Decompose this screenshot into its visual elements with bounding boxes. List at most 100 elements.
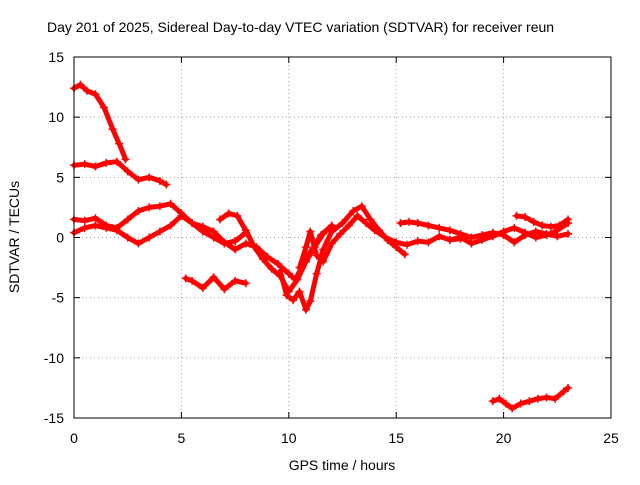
data-point — [533, 394, 542, 403]
data-point — [336, 229, 345, 238]
data-point — [516, 399, 525, 408]
data-point — [478, 235, 487, 244]
data-point — [467, 239, 476, 248]
data-point — [123, 215, 132, 224]
data-point — [510, 238, 519, 247]
data-point — [301, 243, 310, 252]
data-point — [538, 221, 547, 230]
data-point — [366, 215, 375, 224]
data-point — [338, 219, 347, 228]
data-point — [312, 269, 321, 278]
data-point — [155, 227, 164, 236]
data-point — [102, 223, 111, 232]
data-point — [424, 221, 433, 230]
data-point — [108, 125, 117, 134]
data-point — [188, 219, 197, 228]
data-point — [301, 305, 310, 314]
data-point — [231, 245, 240, 254]
data-point — [166, 199, 175, 208]
data-point — [241, 226, 250, 235]
data-point — [319, 229, 328, 238]
data-point — [370, 226, 379, 235]
series-arc-12 — [488, 383, 573, 413]
chart-title: Day 201 of 2025, Sidereal Day-to-day VTE… — [47, 19, 554, 35]
series-line — [71, 82, 129, 162]
data-point — [216, 215, 225, 224]
data-point — [233, 211, 242, 220]
series-arc-9 — [396, 217, 573, 247]
data-point — [362, 219, 371, 228]
y-tick-label: 0 — [56, 230, 64, 246]
data-point — [177, 211, 186, 220]
data-point — [166, 221, 175, 230]
y-tick-label: 10 — [48, 109, 64, 125]
series-arc-11 — [512, 211, 573, 231]
data-point — [551, 394, 560, 403]
data-point — [80, 160, 89, 169]
data-point — [82, 86, 91, 95]
data-point — [529, 217, 538, 226]
data-point — [381, 233, 390, 242]
data-point — [295, 263, 304, 272]
ticks: 0 5 10 15 20 25 -15 -10 -5 0 5 10 15 — [44, 49, 619, 446]
data-point — [312, 251, 321, 260]
data-point — [435, 232, 444, 241]
data-point — [145, 203, 154, 212]
data-point — [327, 239, 336, 248]
data-point — [400, 250, 409, 259]
data-point — [276, 267, 285, 276]
data-point — [102, 158, 111, 167]
data-point — [488, 232, 497, 241]
data-point — [198, 284, 207, 293]
data-point — [115, 139, 124, 148]
data-point — [344, 221, 353, 230]
data-point — [209, 227, 218, 236]
y-tick-label: -10 — [44, 350, 64, 366]
data-point — [162, 180, 171, 189]
data-point — [564, 215, 573, 224]
data-point — [392, 238, 401, 247]
y-tick-label: -5 — [52, 290, 65, 306]
data-point — [220, 285, 229, 294]
x-tick-label: 20 — [496, 430, 512, 446]
series-line — [447, 220, 571, 246]
data-point — [155, 176, 164, 185]
data-point — [319, 245, 328, 254]
data-point — [353, 211, 362, 220]
series-arc-7 — [276, 202, 409, 314]
data-point — [495, 394, 504, 403]
x-tick-label: 0 — [70, 430, 78, 446]
data-point — [91, 90, 100, 99]
data-point — [231, 276, 240, 285]
data-point — [76, 80, 85, 89]
data-point — [531, 233, 540, 242]
x-tick-label: 15 — [388, 430, 404, 446]
data-point — [413, 237, 422, 246]
x-tick-label: 10 — [281, 430, 297, 446]
data-point — [510, 223, 519, 232]
data-point — [209, 273, 218, 282]
series-arc-1 — [70, 80, 130, 164]
y-tick-label: -15 — [44, 410, 64, 426]
data-point — [405, 217, 414, 226]
data-point — [284, 269, 293, 278]
series-line — [71, 213, 335, 283]
data-point — [250, 243, 259, 252]
data-point — [100, 103, 109, 112]
data-point — [155, 202, 164, 211]
data-point — [80, 216, 89, 225]
data-point — [145, 173, 154, 182]
data-point — [564, 229, 573, 238]
data-point — [357, 202, 366, 211]
data-point — [231, 237, 240, 246]
data-point — [263, 252, 272, 261]
series-layer — [70, 80, 573, 413]
x-tick-label: 5 — [178, 430, 186, 446]
grid — [74, 57, 611, 418]
data-point — [267, 264, 276, 273]
series-line — [183, 274, 249, 292]
data-point — [220, 238, 229, 247]
data-point — [224, 209, 233, 218]
data-point — [91, 221, 100, 230]
